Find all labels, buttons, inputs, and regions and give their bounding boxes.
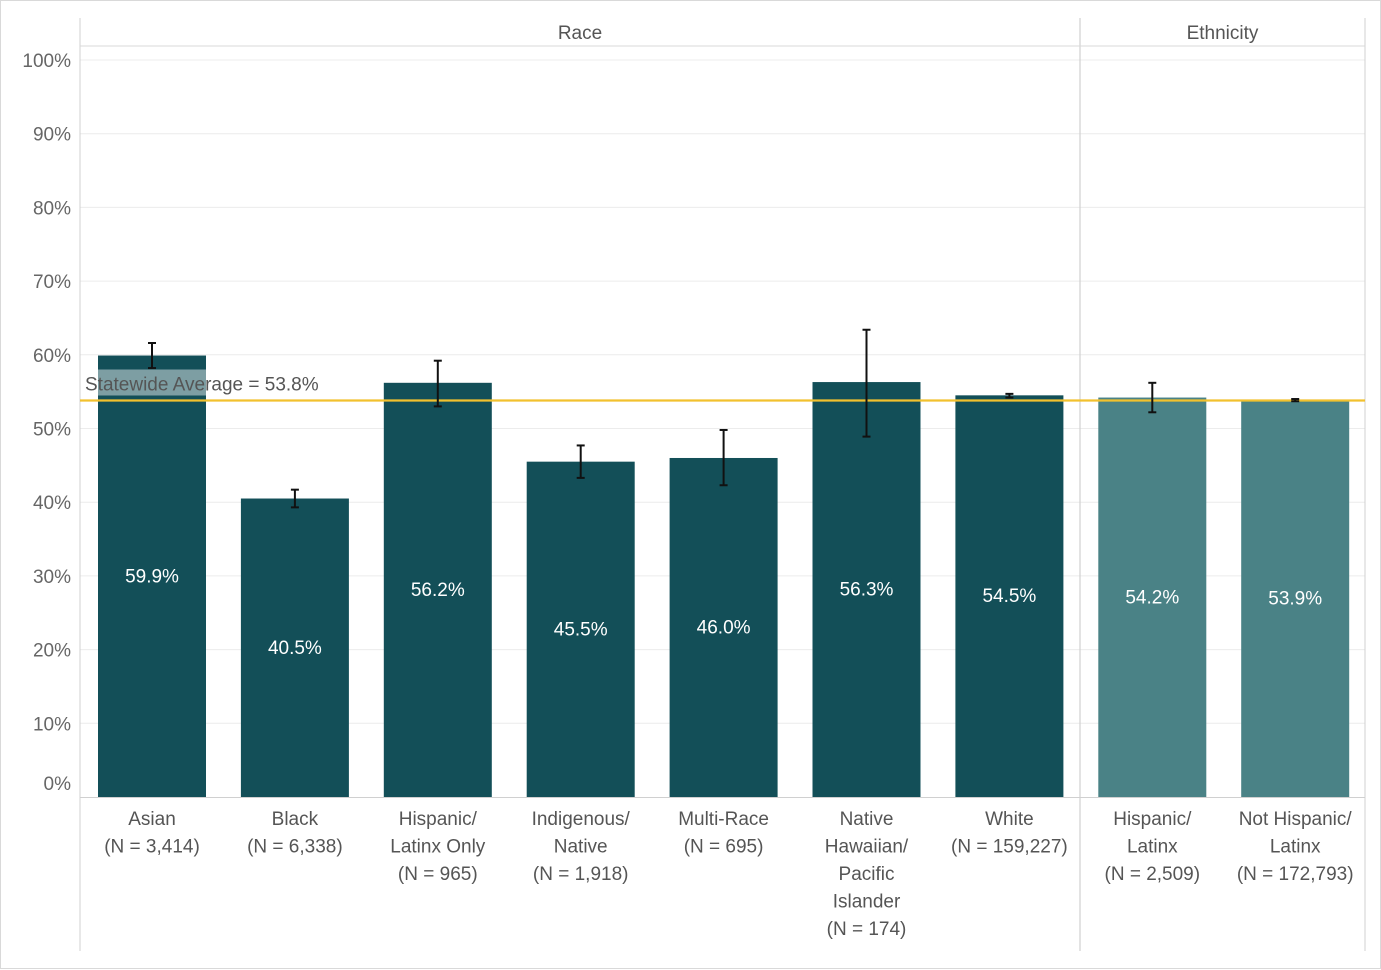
- value-label: 54.2%: [1125, 587, 1179, 608]
- x-tick-label: Black: [272, 809, 319, 830]
- x-tick-label: (N = 6,338): [247, 837, 343, 858]
- x-axis-labels: Asian (N = 3,414) Black (N = 6,338) Hispanic…: [104, 809, 1353, 940]
- x-tick-label: Hispanic/: [1113, 809, 1192, 830]
- group-headers: Race Ethnicity: [558, 23, 1259, 44]
- x-tick-label: (N = 159,227): [951, 837, 1068, 858]
- y-tick-label: 80%: [33, 198, 71, 219]
- y-tick-label: 10%: [33, 714, 71, 735]
- x-tick-label: Asian: [128, 809, 176, 830]
- x-tick-label: Latinx: [1270, 837, 1321, 858]
- x-tick-label: Latinx Only: [390, 837, 486, 858]
- x-tick-label: (N = 174): [827, 919, 907, 940]
- x-tick-label: (N = 172,793): [1237, 864, 1354, 885]
- y-tick-label: 60%: [33, 346, 71, 367]
- x-tick-label: (N = 2,509): [1105, 864, 1201, 885]
- value-label: 53.9%: [1268, 588, 1322, 609]
- bar: [1241, 399, 1350, 797]
- bar: [1098, 397, 1207, 797]
- x-tick-label: (N = 965): [398, 864, 478, 885]
- x-tick-label: (N = 695): [684, 837, 764, 858]
- x-tick-label: Native: [840, 809, 894, 830]
- x-tick-label: Not Hispanic/: [1239, 809, 1353, 830]
- y-axis-ticks: 0% 10% 20% 30% 40% 50% 60% 70% 80% 90% 100%: [22, 51, 71, 795]
- group-header-ethnicity: Ethnicity: [1187, 23, 1259, 44]
- reference-line-label: Statewide Average = 53.8%: [85, 374, 319, 395]
- value-label: 56.2%: [411, 580, 465, 601]
- value-labels: 59.9% 40.5% 56.2% 45.5% 46.0% 56.3% 54.5% 54.2%…: [125, 566, 1322, 658]
- bar: [669, 457, 778, 797]
- reference-label-backdrop: [85, 369, 206, 396]
- value-label: 40.5%: [268, 638, 322, 659]
- y-tick-label: 70%: [33, 272, 71, 293]
- value-label: 59.9%: [125, 566, 179, 587]
- y-tick-label: 40%: [33, 493, 71, 514]
- x-tick-label: Latinx: [1127, 837, 1178, 858]
- bar: [812, 382, 921, 797]
- value-label: 56.3%: [840, 580, 894, 601]
- x-tick-label: Hawaiian/: [825, 837, 909, 858]
- bar: [955, 395, 1064, 797]
- y-tick-label: 90%: [33, 125, 71, 146]
- value-label: 45.5%: [554, 619, 608, 640]
- bar: [98, 355, 206, 797]
- y-tick-label: 50%: [33, 420, 71, 441]
- value-label: 46.0%: [697, 617, 751, 638]
- y-tick-label: 0%: [44, 774, 72, 795]
- x-tick-label: Multi-Race: [678, 809, 769, 830]
- x-tick-label: (N = 3,414): [104, 837, 200, 858]
- x-tick-label: Pacific: [839, 864, 895, 885]
- error-bars: [148, 328, 1300, 509]
- y-tick-label: 100%: [22, 51, 71, 72]
- bar: [383, 382, 492, 797]
- y-tick-label: 20%: [33, 641, 71, 662]
- bars: [98, 355, 1350, 797]
- bar: [526, 461, 635, 797]
- x-tick-label: Hispanic/: [399, 809, 478, 830]
- x-tick-label: Islander: [833, 892, 901, 913]
- panel-structure: [79, 18, 1366, 951]
- value-label: 54.5%: [982, 586, 1036, 607]
- x-tick-label: Native: [554, 837, 608, 858]
- y-tick-label: 30%: [33, 567, 71, 588]
- x-tick-label: (N = 1,918): [533, 864, 629, 885]
- x-tick-label: Indigenous/: [532, 809, 631, 830]
- group-header-race: Race: [558, 23, 602, 44]
- statewide-average-line: Statewide Average = 53.8%: [80, 369, 1365, 402]
- bar: [240, 498, 349, 797]
- x-tick-label: White: [985, 809, 1034, 830]
